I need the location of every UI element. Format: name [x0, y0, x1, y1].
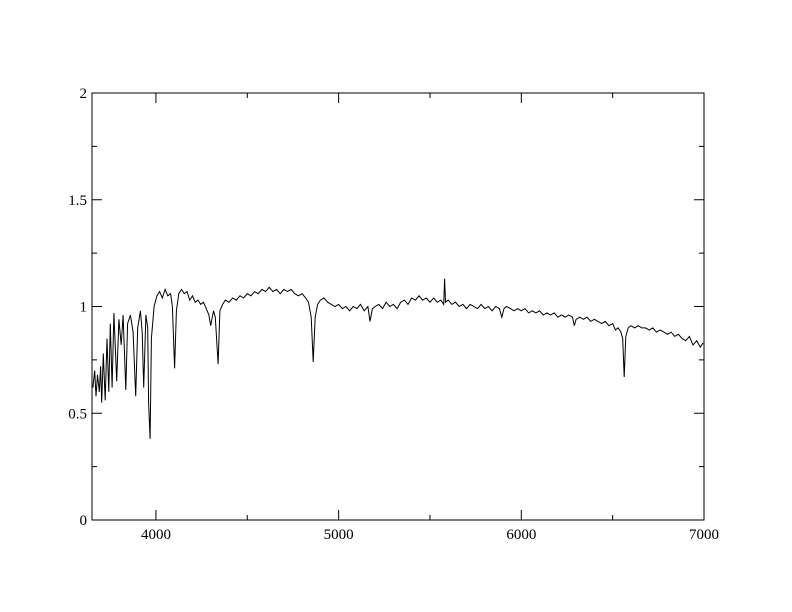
x-tick-label: 5000: [324, 527, 354, 543]
spectrum-line: [92, 278, 704, 439]
x-tick-label: 6000: [506, 527, 536, 543]
y-tick-label: 1: [80, 300, 88, 316]
y-tick-label: 1.5: [68, 193, 87, 209]
x-tick-label: 4000: [141, 527, 171, 543]
x-tick-label: 7000: [689, 527, 719, 543]
tick-labels: 4000 5000 6000 7000 0 0.5 1 1.5 2: [68, 86, 719, 543]
axis-ticks: [92, 92, 705, 521]
y-tick-label: 0.5: [68, 406, 87, 422]
y-tick-label: 0: [80, 513, 88, 529]
y-tick-label: 2: [80, 86, 88, 102]
